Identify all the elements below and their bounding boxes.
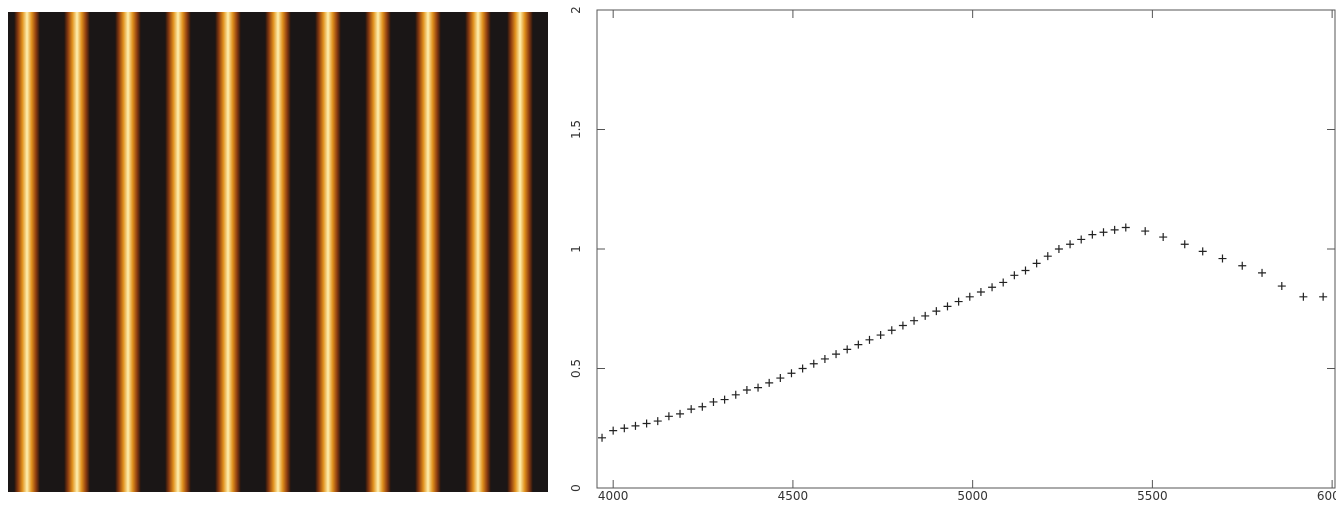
y-tick-label: 0.5 bbox=[569, 359, 583, 378]
point bbox=[1043, 252, 1052, 261]
point bbox=[687, 405, 696, 414]
point bbox=[910, 316, 919, 325]
point bbox=[1099, 228, 1108, 237]
point bbox=[609, 426, 618, 435]
spectrum-image bbox=[8, 12, 548, 492]
point bbox=[1021, 266, 1030, 275]
point bbox=[676, 409, 685, 418]
point bbox=[1277, 282, 1286, 291]
point bbox=[1088, 230, 1097, 239]
point bbox=[664, 412, 673, 421]
point bbox=[765, 378, 774, 387]
point bbox=[754, 383, 763, 392]
point bbox=[809, 359, 818, 368]
point bbox=[1110, 225, 1119, 234]
plot-frame bbox=[596, 9, 1336, 489]
point bbox=[865, 335, 874, 344]
point bbox=[620, 424, 629, 433]
y-tick-label: 1 bbox=[569, 245, 583, 253]
point bbox=[820, 354, 829, 363]
point bbox=[642, 419, 651, 428]
point bbox=[742, 386, 751, 395]
point bbox=[832, 350, 841, 359]
point bbox=[731, 390, 740, 399]
x-tick-label: 4500 bbox=[778, 489, 809, 503]
y-tick-label: 0 bbox=[569, 484, 583, 492]
point bbox=[653, 417, 662, 426]
point bbox=[798, 364, 807, 373]
y-tick-label: 2 bbox=[569, 6, 583, 14]
point bbox=[921, 311, 930, 320]
point bbox=[720, 395, 729, 404]
point bbox=[1010, 271, 1019, 280]
point bbox=[988, 283, 997, 292]
point bbox=[932, 307, 941, 316]
x-tick-label: 4000 bbox=[598, 489, 629, 503]
point bbox=[1238, 261, 1247, 270]
point bbox=[631, 421, 640, 430]
point bbox=[1180, 240, 1189, 249]
point bbox=[698, 402, 707, 411]
point bbox=[1121, 223, 1130, 232]
point bbox=[1066, 240, 1075, 249]
x-tick-label: 5500 bbox=[1137, 489, 1168, 503]
point bbox=[898, 321, 907, 330]
x-tick-label: 5000 bbox=[957, 489, 988, 503]
point bbox=[954, 297, 963, 306]
point bbox=[843, 345, 852, 354]
point bbox=[976, 288, 985, 297]
point bbox=[1077, 235, 1086, 244]
point bbox=[1299, 292, 1308, 301]
point bbox=[876, 331, 885, 340]
point bbox=[1218, 254, 1227, 263]
point bbox=[776, 374, 785, 383]
point bbox=[965, 292, 974, 301]
point bbox=[709, 397, 718, 406]
point bbox=[1159, 233, 1168, 242]
point bbox=[1319, 292, 1328, 301]
point bbox=[1258, 268, 1267, 277]
x-tick-label: 6000 bbox=[1317, 489, 1336, 503]
point bbox=[854, 340, 863, 349]
point bbox=[943, 302, 952, 311]
point bbox=[1141, 227, 1150, 236]
point bbox=[887, 326, 896, 335]
point bbox=[787, 369, 796, 378]
point bbox=[999, 278, 1008, 287]
point bbox=[1054, 245, 1063, 253]
point bbox=[1032, 259, 1041, 268]
point bbox=[598, 433, 607, 442]
point bbox=[1198, 247, 1207, 256]
y-tick-label: 1.5 bbox=[569, 120, 583, 139]
